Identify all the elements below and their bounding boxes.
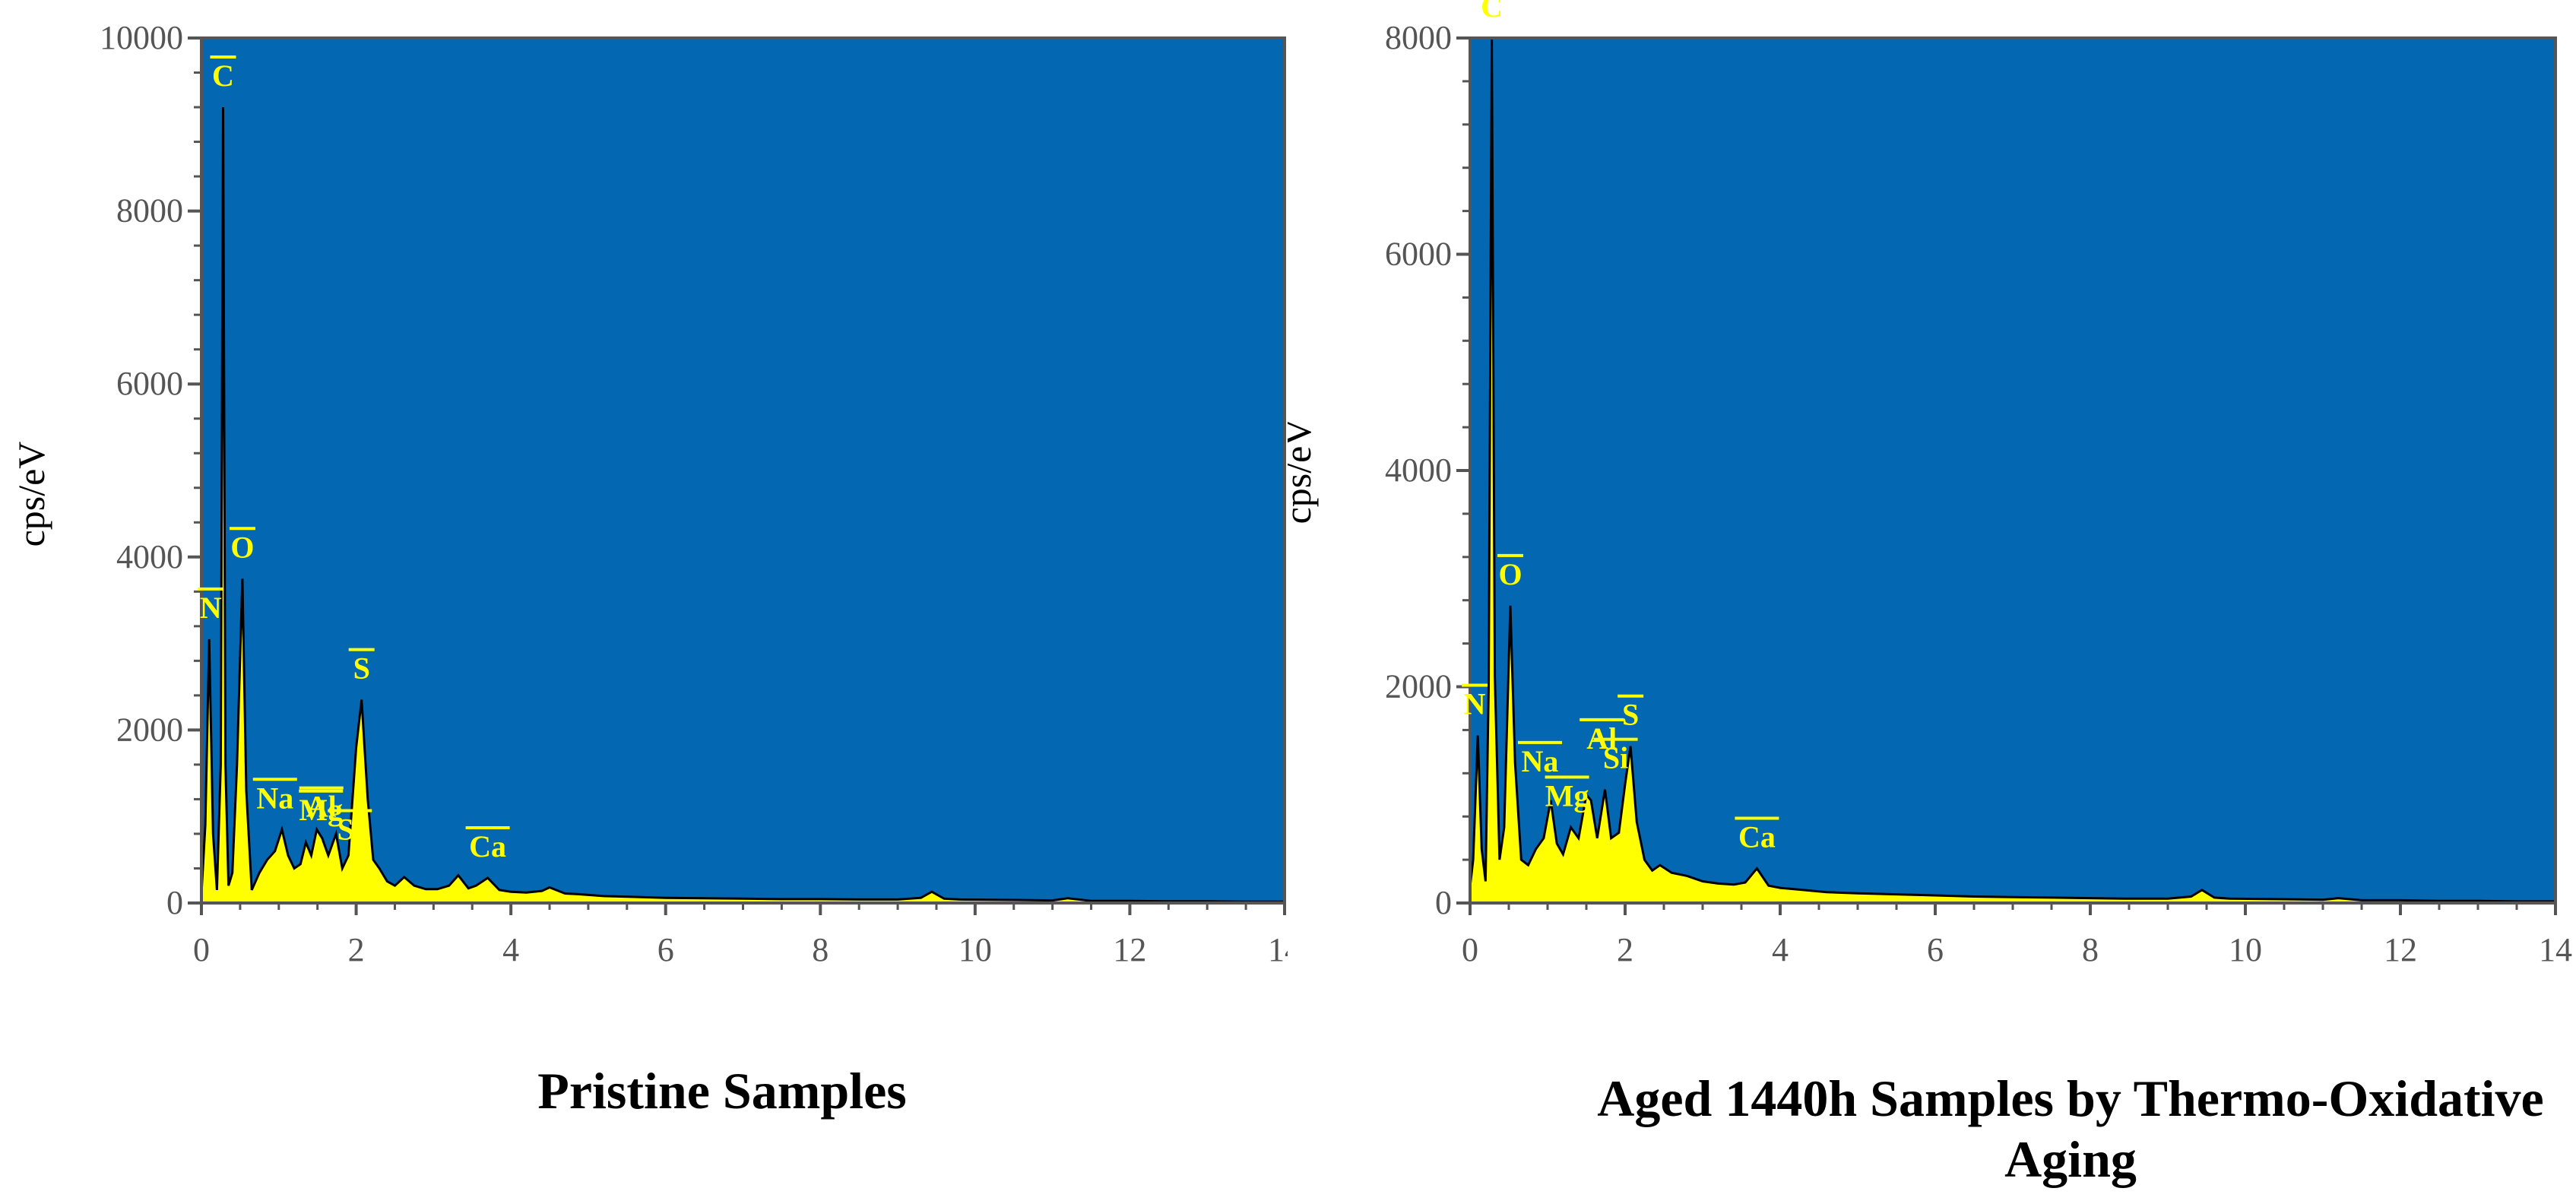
element-label: Na [1522,744,1559,778]
x-tick-label: 8 [812,931,829,968]
element-label: Si [1603,741,1628,775]
y-tick-label: 8000 [1385,19,1452,56]
x-tick-label: 10 [2229,931,2262,968]
x-tick-label: 4 [1772,931,1789,968]
x-tick-label: 8 [2082,931,2099,968]
element-label: Na [256,781,293,815]
element-label: S [1622,698,1639,732]
x-tick-label: 14 [1268,931,1288,968]
plot-area [201,38,1285,903]
element-label: Ca [1738,819,1776,854]
x-tick-label: 2 [348,931,365,968]
element-label: S [353,651,370,686]
x-tick-label: 12 [2384,931,2417,968]
x-tick-label: 12 [1113,931,1146,968]
chart-title-pristine: Pristine Samples [537,1062,907,1120]
element-label: C [212,59,234,93]
element-label: Ca [469,829,506,863]
y-tick-label: 10000 [100,19,183,56]
y-tick-label: 2000 [1385,668,1452,705]
element-label: N [200,591,222,625]
element-label: Si [337,812,363,846]
x-tick-label: 4 [502,931,519,968]
plot-area [1470,38,2555,903]
x-tick-label: 2 [1617,931,1633,968]
chart-aged: 0 2000 4000 6000 8000 0 2 4 6 8 10 12 14 cps/eV C O N NaM… [1288,0,2572,968]
x-tick-label: 6 [657,931,674,968]
spectrum-line [1469,37,2555,903]
y-tick-label: 6000 [1385,236,1452,273]
element-label: C [1481,0,1503,24]
y-tick-label: 2000 [116,711,183,748]
element-label: O [230,530,254,564]
chart-pristine: 0 2000 4000 6000 8000 10000 0 2 4 6 8 10 12 14 cps/eV C… [10,19,1288,968]
y-tick-label: 0 [1435,884,1452,921]
chart-panel-aged: 0 2000 4000 6000 8000 0 2 4 6 8 10 12 14 cps/eV C O N Na M… [1288,0,2576,1204]
y-axis-label: cps/eV [10,442,52,547]
element-label: O [1498,557,1522,591]
element-label: N [1464,687,1486,721]
y-axis-label: cps/eV [1288,419,1319,524]
chart-title-aged: Aged 1440h Samples by Thermo-Oxidative A… [1597,1069,2544,1189]
chart-panel-pristine: 0 2000 4000 6000 8000 10000 0 2 4 6 8 10 12 14 cps/eV C… [10,19,1288,1120]
y-tick-label: 6000 [116,365,183,402]
element-label: Mg [1545,778,1589,813]
x-tick-label: 14 [2539,931,2572,968]
y-tick-label: 4000 [1385,452,1452,489]
x-tick-label: 6 [1927,931,1944,968]
x-tick-label: 0 [193,931,210,968]
x-tick-label: 10 [958,931,992,968]
x-tick-label: 0 [1462,931,1478,968]
y-tick-label: 4000 [116,538,183,575]
y-tick-label: 8000 [116,192,183,230]
y-tick-label: 0 [166,884,183,921]
spectrum-line [200,106,1285,903]
element-label: Al [306,790,337,824]
